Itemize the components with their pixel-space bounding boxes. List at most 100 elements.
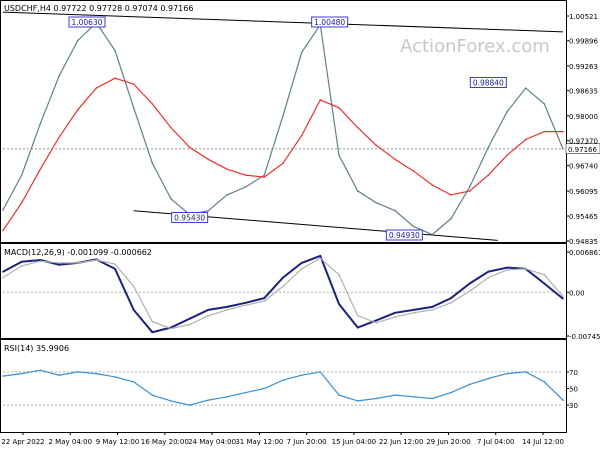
- price-series-1-point: [114, 77, 116, 79]
- price-series-0-point: [226, 194, 228, 196]
- price-series-0-point: [282, 114, 284, 117]
- rsi-series-0-point: [506, 372, 508, 375]
- price-series-1-point: [450, 194, 452, 196]
- price-series-1-point: [282, 162, 284, 165]
- y-tick-label: 0.94835: [569, 238, 598, 246]
- price-series-1-point: [132, 83, 135, 85]
- y-tick-label: 70: [569, 369, 578, 377]
- y-tick-label: 0.96740: [569, 163, 598, 171]
- price-series-1-point: [151, 103, 154, 105]
- rsi-series-0-point: [524, 371, 527, 373]
- price-series-1-point: [375, 144, 378, 147]
- rsi-series-0-point: [39, 369, 42, 372]
- price-series-1-point: [543, 130, 546, 133]
- y-tick-label: 50: [569, 386, 578, 394]
- price-series-0-point: [151, 162, 154, 165]
- macd-series-0-point: [338, 303, 340, 305]
- rsi-title: RSI(14) 35.9906: [4, 344, 69, 353]
- macd-series-0-point: [20, 260, 23, 263]
- macd-series-1-point: [114, 263, 116, 265]
- price-series-1-point: [188, 146, 191, 149]
- macd-series-1-point: [338, 273, 340, 276]
- price-series-1-point: [170, 126, 172, 129]
- macd-series-0-point: [132, 309, 135, 311]
- rsi-series-0-point: [263, 387, 266, 390]
- peak-annotation-box: [469, 77, 507, 89]
- rsi-series-0-point: [300, 374, 303, 377]
- x-tick-label: 29 Jun 20:00: [426, 438, 470, 446]
- y-tick-label: 0.00: [569, 289, 585, 297]
- macd-series-1-point: [319, 257, 322, 260]
- macd-series-0-point: [431, 306, 434, 308]
- x-tick-label: 9 May 12:00: [96, 438, 140, 446]
- rsi-series-0-point: [207, 399, 210, 401]
- x-tick-label: 31 May 12:00: [235, 438, 283, 446]
- rsi-series-0-point: [226, 396, 228, 398]
- price-series-0-point: [524, 87, 527, 89]
- y-tick-label: 0.96095: [569, 188, 598, 196]
- price-series-0-point: [263, 174, 266, 176]
- macd-series-0-point: [39, 259, 42, 261]
- macd-series-0-point: [450, 297, 452, 299]
- y-tick-label: 0.99896: [569, 38, 598, 46]
- y-tick-label: 1.00521: [569, 13, 598, 21]
- price-series-0-point: [76, 39, 79, 42]
- peak-annotation-box: [385, 229, 423, 241]
- peak-annotation-box: [311, 16, 349, 28]
- rsi-series-0-point: [170, 400, 172, 402]
- macd-series-1-point: [506, 269, 508, 271]
- price-series-0-point: [338, 154, 340, 157]
- macd-series-1-point: [151, 320, 154, 323]
- macd-series-0-point: [506, 266, 508, 269]
- rsi-series-0-point: [356, 400, 359, 402]
- price-panel: [0, 0, 567, 243]
- rsi-series-0-point: [543, 381, 546, 383]
- macd-panel: [0, 243, 567, 339]
- x-axis: 22 Apr 2022 2 May 04:00 9 May 12:00 16 May …: [1, 432, 564, 446]
- price-series-1-point: [338, 107, 340, 109]
- price-series-0-point: [375, 202, 378, 204]
- peak-annotation-label: 0.94930: [389, 231, 420, 240]
- macd-series-1-point: [394, 316, 396, 318]
- rsi-series-0-point: [244, 391, 247, 394]
- peak-annotation-label: 1.00630: [71, 18, 102, 27]
- price-series-0-point: [207, 209, 210, 212]
- price-series-1-point: [356, 126, 359, 129]
- price-layer: 1.00521 0.99896 0.99263 0.98635 0.98000 0.973…: [2, 11, 600, 246]
- rsi-series-0-point: [76, 371, 79, 373]
- rsi-series-0-point: [338, 394, 340, 396]
- macd-series-1-point: [543, 273, 546, 276]
- price-series-0-point: [132, 107, 135, 109]
- y-tick-label: -0.007454: [569, 333, 600, 341]
- price-series-1-point: [20, 202, 23, 204]
- macd-series-0-point: [244, 302, 247, 304]
- price-series-0-point: [412, 225, 415, 228]
- price-series-0-point: [468, 186, 471, 188]
- price-series-0-point: [356, 190, 359, 192]
- price-series-0-point: [20, 174, 23, 176]
- macd-layer: 0.006861 0.00 -0.007454: [2, 249, 600, 341]
- rsi-series-0-point: [132, 381, 135, 383]
- macd-series-0-point: [300, 262, 303, 264]
- x-tick-label: 22 Apr 2022: [1, 438, 44, 446]
- price-series-0-point: [394, 209, 396, 212]
- current-price-box: [565, 143, 600, 155]
- macd-series-0-point: [562, 297, 564, 300]
- macd-series-0-point: [2, 270, 4, 273]
- rsi-series-0-point: [487, 377, 490, 380]
- price-series-1-point: [39, 168, 42, 170]
- macd-series-0-point: [282, 276, 284, 279]
- macd-series-1-point: [95, 259, 98, 261]
- price-series-1-point: [506, 154, 508, 157]
- macd-series-0-point: [356, 326, 359, 329]
- price-series-0-point: [114, 49, 116, 52]
- macd-series-0-point: [58, 263, 60, 266]
- macd-series-0-point: [226, 306, 228, 308]
- rsi-series-0-point: [95, 372, 98, 375]
- price-series-1-point: [524, 138, 527, 141]
- macd-series-1-point: [375, 321, 378, 324]
- x-tick-label: 7 Jun 20:00: [287, 438, 327, 446]
- macd-series-1-point: [188, 323, 191, 326]
